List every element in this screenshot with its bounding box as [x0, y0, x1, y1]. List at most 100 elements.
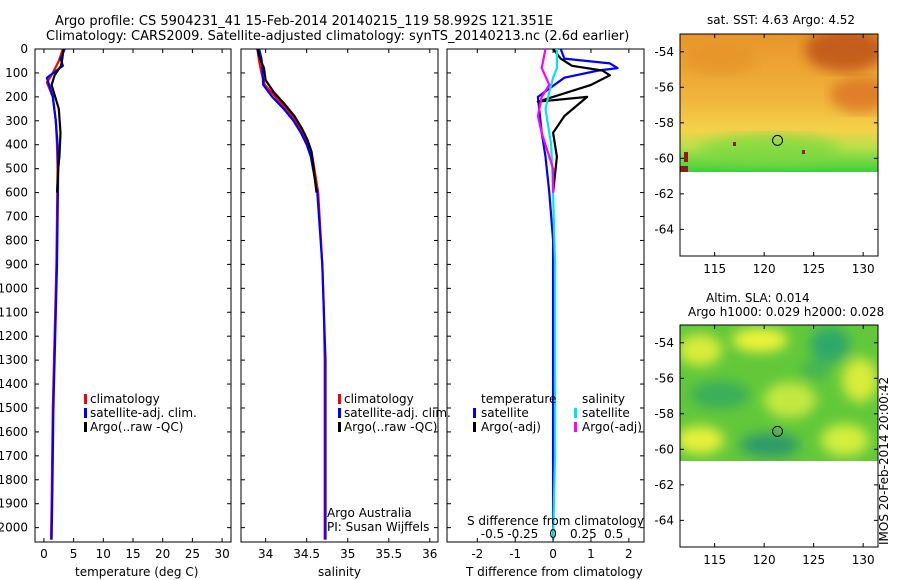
difference-top-xlabel: S difference from climatology [467, 514, 644, 528]
legend-label-temp-argo: Argo(-adj) [481, 420, 541, 434]
legend-title-salinity: salinity [582, 392, 625, 406]
depth-tick-label: 1200 [0, 329, 28, 343]
x-tick-label: 20 [155, 547, 170, 561]
imos-timestamp-label: IMOS 20-Feb-2014 20:00:42 [877, 377, 891, 545]
sla-map-frame [679, 324, 879, 548]
top-x-tick-label: 0.25 [570, 527, 597, 541]
legend-swatch-satellite [84, 408, 87, 418]
legend-label-satellite: satellite-adj. clim. [90, 406, 197, 420]
sst-map-field [680, 34, 878, 172]
temperature-xlabel: temperature (deg C) [75, 565, 198, 579]
x-tick-label: 35.5 [375, 547, 402, 561]
depth-tick-label: 300 [5, 114, 28, 128]
annotation-argo-australia: Argo Australia [327, 506, 412, 520]
depth-tick-label: 1900 [0, 497, 28, 511]
legend-swatch-climatology [338, 394, 341, 404]
map-x-tick-label: 125 [802, 553, 825, 567]
series-line-argo-raw-qc- [256, 48, 318, 193]
annotation-pi: PI: Susan Wijffels [327, 520, 429, 534]
legend-swatch-temp-satellite [473, 408, 476, 418]
sla-map-axes: 115 120 125 130 -54 -56 -58 -60 -62 -64 [654, 325, 878, 567]
difference-panel [446, 48, 645, 543]
legend-swatch-argo [84, 422, 87, 432]
x-tick-label: 5 [70, 547, 78, 561]
x-tick-label: 15 [125, 547, 140, 561]
depth-tick-label: 0 [20, 42, 28, 56]
legend-label-sal-satellite: satellite [582, 406, 630, 420]
x-tick-label: -2 [471, 547, 483, 561]
map-x-tick-label: 125 [802, 262, 825, 276]
x-axis-ticks: 0 5 10 15 20 25 30 34 34.5 35 35.5 36 -2 -1 0 1 2 -0.5 -0.… [40, 49, 633, 561]
map-x-tick-label: 120 [753, 262, 776, 276]
sst-argo-position-marker [772, 134, 784, 146]
map-y-tick-label: -58 [654, 116, 674, 130]
depth-tick-label: 1600 [0, 425, 28, 439]
sla-argo-position-marker [772, 425, 784, 437]
difference-legend: temperature satellite Argo(-adj) salinit… [473, 392, 642, 434]
x-tick-label: -1 [509, 547, 521, 561]
legend-swatch-climatology [84, 394, 87, 404]
map-y-tick-label: -64 [654, 222, 674, 236]
salinity-panel [240, 48, 439, 543]
depth-tick-label: 1500 [0, 401, 28, 415]
x-tick-label: 10 [96, 547, 111, 561]
sst-map-axes: 115 120 125 130 -54 -56 -58 -60 -62 -64 [654, 34, 878, 276]
depth-tick-label: 1800 [0, 473, 28, 487]
series-line-argo-raw-qc- [50, 48, 65, 193]
sla-map-subtitle: Argo h1000: 0.029 h2000: 0.028 [688, 305, 884, 319]
map-y-tick-label: -58 [654, 407, 674, 421]
salinity-legend: climatology satellite-adj. clim. Argo(..… [338, 392, 451, 434]
map-y-tick-label: -54 [654, 45, 674, 59]
sla-map-field [680, 325, 878, 461]
x-tick-label: 0 [549, 547, 557, 561]
map-x-tick-label: 115 [703, 262, 726, 276]
depth-tick-label: 900 [5, 257, 28, 271]
x-tick-label: 0 [40, 547, 48, 561]
temperature-panel [34, 48, 232, 543]
depth-tick-label: 500 [5, 162, 28, 176]
salinity-series [256, 48, 327, 540]
figure-title-line1: Argo profile: CS 5904231_41 15-Feb-2014 … [55, 14, 554, 29]
map-y-tick-label: -60 [654, 151, 674, 165]
map-x-tick-label: 130 [852, 262, 875, 276]
x-tick-label: 1 [587, 547, 595, 561]
map-y-tick-label: -62 [654, 187, 674, 201]
map-y-tick-label: -56 [654, 80, 674, 94]
legend-title-temperature: temperature [481, 392, 556, 406]
depth-tick-label: 1000 [0, 281, 28, 295]
map-x-tick-label: 130 [852, 553, 875, 567]
depth-tick-label: 1700 [0, 449, 28, 463]
legend-label-temp-satellite: satellite [481, 406, 529, 420]
legend-label-satellite: satellite-adj. clim. [344, 406, 451, 420]
depth-tick-label: 100 [5, 66, 28, 80]
legend-label-climatology: climatology [90, 392, 160, 406]
x-tick-label: 36 [422, 547, 437, 561]
x-tick-label: 30 [214, 547, 229, 561]
series-line-satellite-adj-clim- [258, 48, 327, 540]
legend-swatch-temp-argo [473, 422, 476, 432]
map-y-tick-label: -60 [654, 442, 674, 456]
x-tick-label: 2 [625, 547, 633, 561]
top-x-tick-label: -0.5 [481, 527, 504, 541]
legend-label-climatology: climatology [344, 392, 414, 406]
legend-swatch-sal-satellite [574, 408, 577, 418]
depth-axis: 0 100 200 300 400 500 600 700 800 900 1000 1100 1200… [0, 42, 644, 535]
map-y-tick-label: -64 [654, 513, 674, 527]
top-x-tick-label: 0.5 [604, 527, 623, 541]
top-x-tick-label: -0.25 [507, 527, 538, 541]
top-x-tick-label: 0 [549, 527, 557, 541]
sst-map-title: sat. SST: 4.63 Argo: 4.52 [707, 13, 855, 27]
map-y-tick-label: -62 [654, 478, 674, 492]
depth-tick-label: 700 [5, 210, 28, 224]
map-x-tick-label: 115 [703, 553, 726, 567]
depth-tick-label: 800 [5, 233, 28, 247]
temperature-legend: climatology satellite-adj. clim. Argo(..… [84, 392, 197, 434]
depth-tick-label: 1400 [0, 377, 28, 391]
series-line-temperature-argo-adj- [536, 48, 612, 193]
map-y-tick-label: -56 [654, 371, 674, 385]
depth-tick-label: 400 [5, 138, 28, 152]
legend-swatch-satellite [338, 408, 341, 418]
sst-map-frame [679, 33, 879, 257]
series-line-temperature-satellite [536, 48, 619, 540]
depth-tick-label: 200 [5, 90, 28, 104]
